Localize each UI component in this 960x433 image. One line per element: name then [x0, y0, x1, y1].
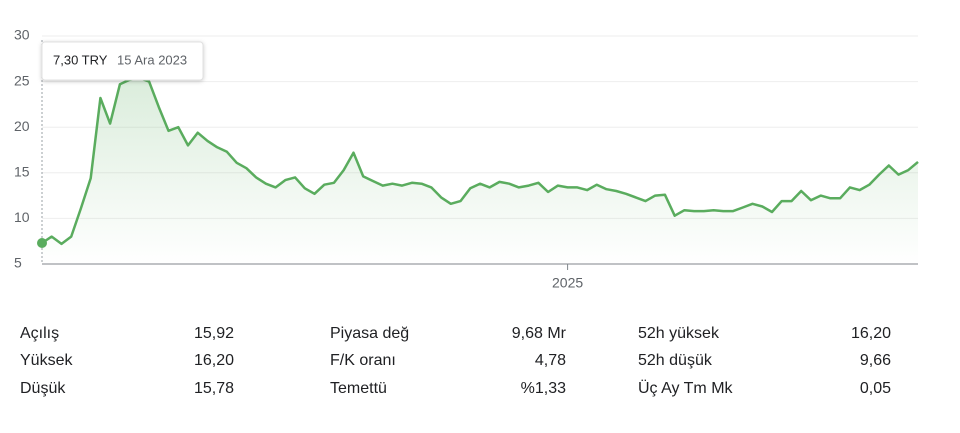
- stat-value: 15,78: [194, 380, 234, 397]
- price-line: [41, 76, 919, 246]
- stat-label: F/K oranı: [330, 352, 396, 369]
- stat-label: Açılış: [20, 325, 59, 342]
- stat-label: 52h düşük: [638, 352, 713, 369]
- stat-label: Temettü: [330, 380, 387, 397]
- stat-value: 9,68 Mr: [512, 325, 567, 342]
- y-tick-label: 25: [14, 72, 30, 88]
- y-tick-label: 15: [14, 164, 30, 180]
- stat-label: Düşük: [20, 380, 66, 397]
- tooltip-date: 15 Ara 2023: [117, 52, 187, 67]
- stat-label: 52h yüksek: [638, 325, 720, 342]
- stat-value: 16,20: [851, 325, 891, 342]
- stat-value: %1,33: [521, 380, 566, 397]
- stat-value: 15,92: [194, 325, 234, 342]
- y-tick-label: 10: [14, 209, 30, 225]
- tooltip-box: [41, 41, 204, 81]
- y-tick-label: 5: [14, 255, 22, 271]
- stat-value: 16,20: [194, 352, 234, 369]
- stat-value: 9,66: [860, 352, 891, 369]
- stat-label: Üç Ay Tm Mk: [638, 379, 734, 397]
- y-tick-label: 20: [14, 118, 30, 134]
- x-tick-label: 2025: [552, 275, 583, 291]
- stat-label: Piyasa değ: [330, 325, 409, 342]
- tooltip-value: 7,30 TRY: [53, 52, 108, 67]
- stat-value: 4,78: [535, 352, 566, 369]
- area: [42, 78, 918, 264]
- stat-value: 0,05: [860, 380, 891, 397]
- stat-label: Yüksek: [20, 352, 73, 369]
- hover-point: [37, 238, 47, 249]
- y-tick-label: 30: [14, 27, 30, 43]
